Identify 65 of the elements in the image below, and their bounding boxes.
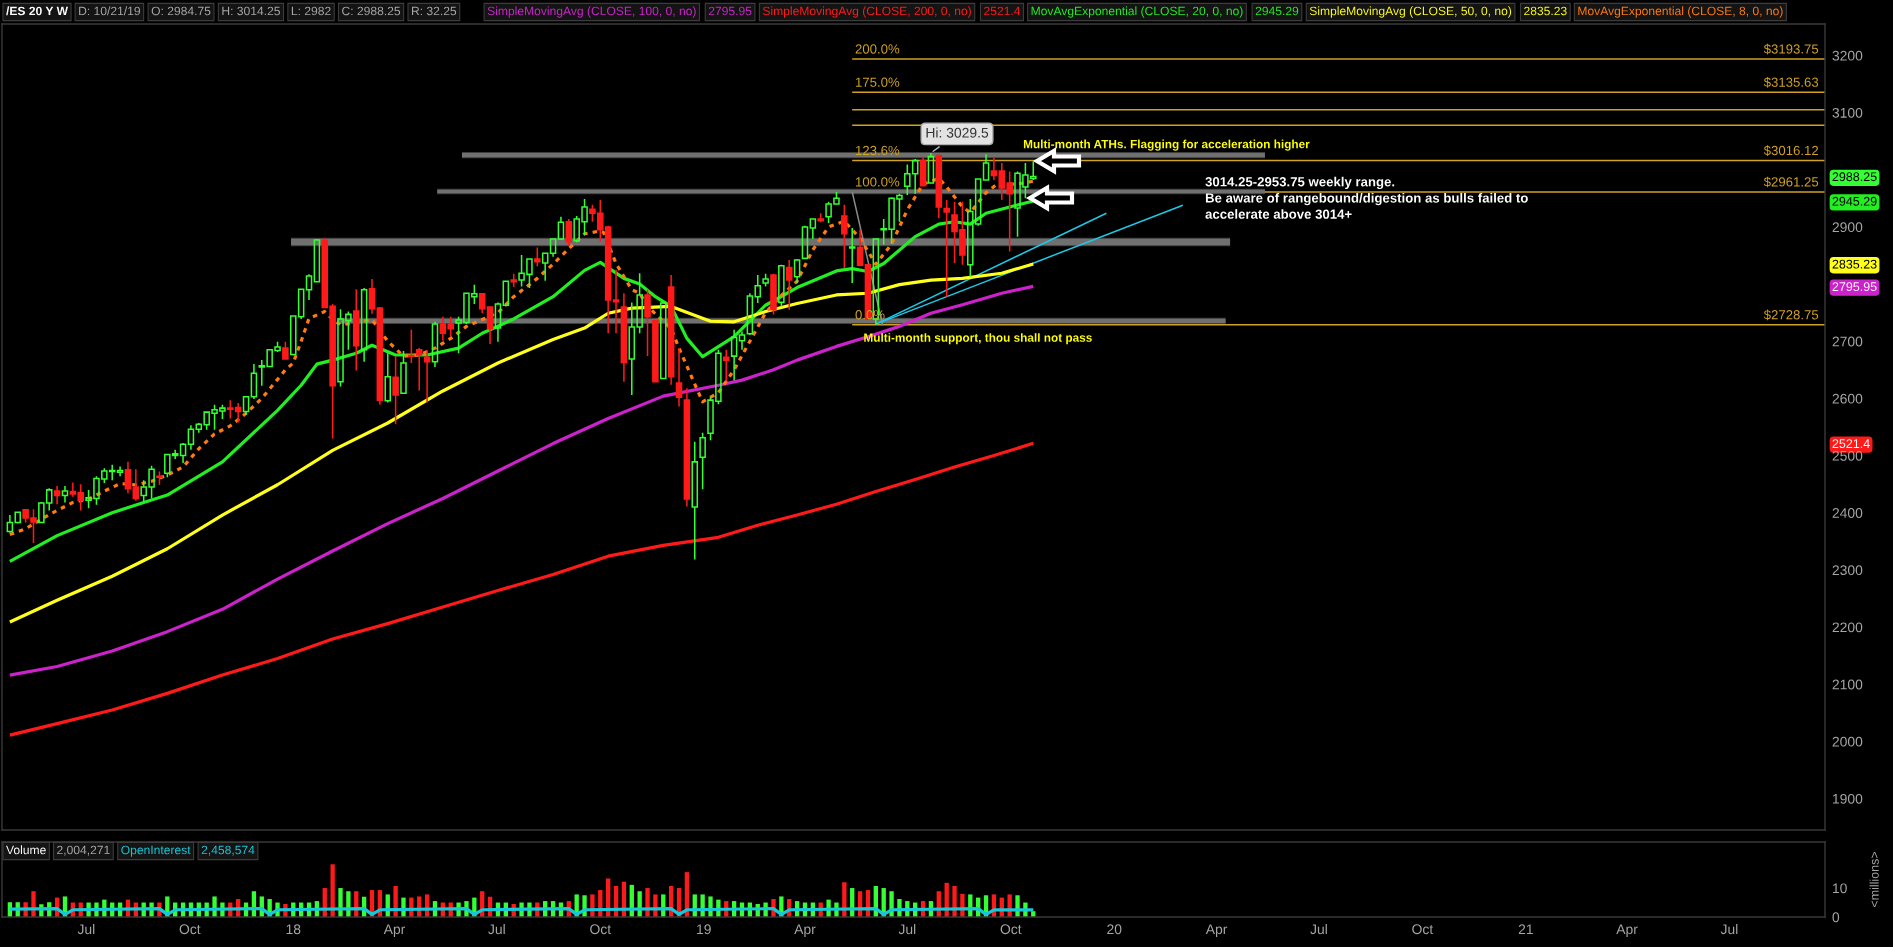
y-tick-label: 2600	[1832, 393, 1863, 404]
text: OpenInterest	[121, 845, 191, 857]
annotation: 200.0%	[855, 44, 900, 54]
text: SimpleMovingAvg (CLOSE, 50, 0, no)	[1309, 6, 1512, 18]
annotation: $3135.63	[1763, 76, 1819, 88]
annotation: 2,458,574	[201, 845, 255, 856]
text: 2521.4	[984, 6, 1021, 16]
y-tick-label: 2700	[1832, 336, 1863, 347]
y-tick-label: 3100	[1832, 107, 1863, 118]
text: SimpleMovingAvg (CLOSE, 200, 0, no)	[762, 6, 971, 18]
chart-subtitle: D: 10/21/19 O: 2984.75 H: 3014.25 L: 2982 C: 2988.25 R: 32.25	[79, 6, 457, 16]
annotation: $3016.12	[1763, 145, 1819, 156]
annotation: 123.6%	[855, 145, 900, 156]
x-tick-label: 21	[1518, 924, 1533, 935]
x-tick-label: Apr	[383, 924, 406, 937]
y-tick-label: 10	[1833, 883, 1847, 894]
y-tick-label: 2500	[1832, 450, 1863, 461]
x-tick-label: Jul	[898, 923, 916, 935]
y-tick-label: 1900	[1833, 793, 1863, 804]
y-tick-label: 2988.25	[1832, 172, 1877, 182]
y-tick-label: 2945.29	[1832, 196, 1877, 206]
annotation: 175.0%	[855, 77, 900, 87]
text: MovAvgExponential (CLOSE, 20, 0, no)	[1031, 6, 1243, 18]
x-tick-label: Apr	[1205, 924, 1228, 937]
x-tick-label: Apr	[794, 924, 816, 937]
chart-subtitle: 2,004,271	[57, 845, 110, 856]
y-tick-label: 2900	[1832, 222, 1863, 233]
annotation: 100.0%	[855, 177, 900, 187]
text: SimpleMovingAvg (CLOSE, 100, 0, no)	[487, 6, 696, 18]
y-tick-label: 2835.23	[1832, 259, 1877, 269]
y-tick-label: 2100	[1832, 679, 1863, 690]
x-tick-label: 18	[286, 924, 301, 935]
y-tick-label: 2521.4	[1832, 439, 1870, 448]
x-tick-label: Jul	[77, 923, 95, 935]
annotation: Multi-month ATHs. Flagging for acceleration higher	[1023, 139, 1310, 151]
x-tick-label: Apr	[1616, 924, 1638, 937]
x-tick-label: Oct	[179, 924, 201, 935]
chart-title: /ES 20 Y W	[6, 6, 69, 16]
x-tick-label: Oct	[1000, 924, 1022, 935]
y-tick-label: 0	[1832, 912, 1840, 923]
x-tick-label: Jul	[488, 923, 505, 935]
x-tick-label: 20	[1107, 924, 1122, 935]
annotation: Multi-month support, thou shall not pass	[864, 333, 1092, 345]
x-tick-label: Oct	[1412, 924, 1434, 935]
text: 2835.23	[1524, 6, 1567, 16]
chart-title: Volume	[6, 845, 46, 855]
text: 2795.95	[708, 6, 752, 16]
x-tick-label: 19	[697, 924, 711, 935]
x-tick-label: Oct	[590, 924, 611, 935]
text: 2945.29	[1255, 6, 1299, 16]
y-tick-label: 3200	[1832, 50, 1863, 61]
x-tick-label: Jul	[1720, 923, 1738, 935]
y-tick-label: 2000	[1832, 736, 1863, 747]
annotation: $2728.75	[1763, 309, 1819, 321]
y-axis-title: <millions>	[1869, 851, 1879, 908]
y-tick-label: 2400	[1832, 508, 1863, 518]
annotation: $2961.25	[1763, 176, 1819, 188]
annotation: Hi: 3029.5	[926, 127, 989, 138]
text: MovAvgExponential (CLOSE, 8, 0, no)	[1578, 6, 1783, 18]
x-tick-label: Jul	[1310, 923, 1327, 935]
y-tick-label: 2795.95	[1832, 282, 1877, 292]
annotation: $3193.75	[1763, 43, 1819, 55]
y-tick-label: 2200	[1832, 622, 1863, 633]
annotation: 3014.25-2953.75 weekly range. Be aware of rangebound/digestion as bulls failed to accelerate above 3014+	[1205, 176, 1528, 219]
y-tick-label: 2300	[1832, 565, 1863, 576]
